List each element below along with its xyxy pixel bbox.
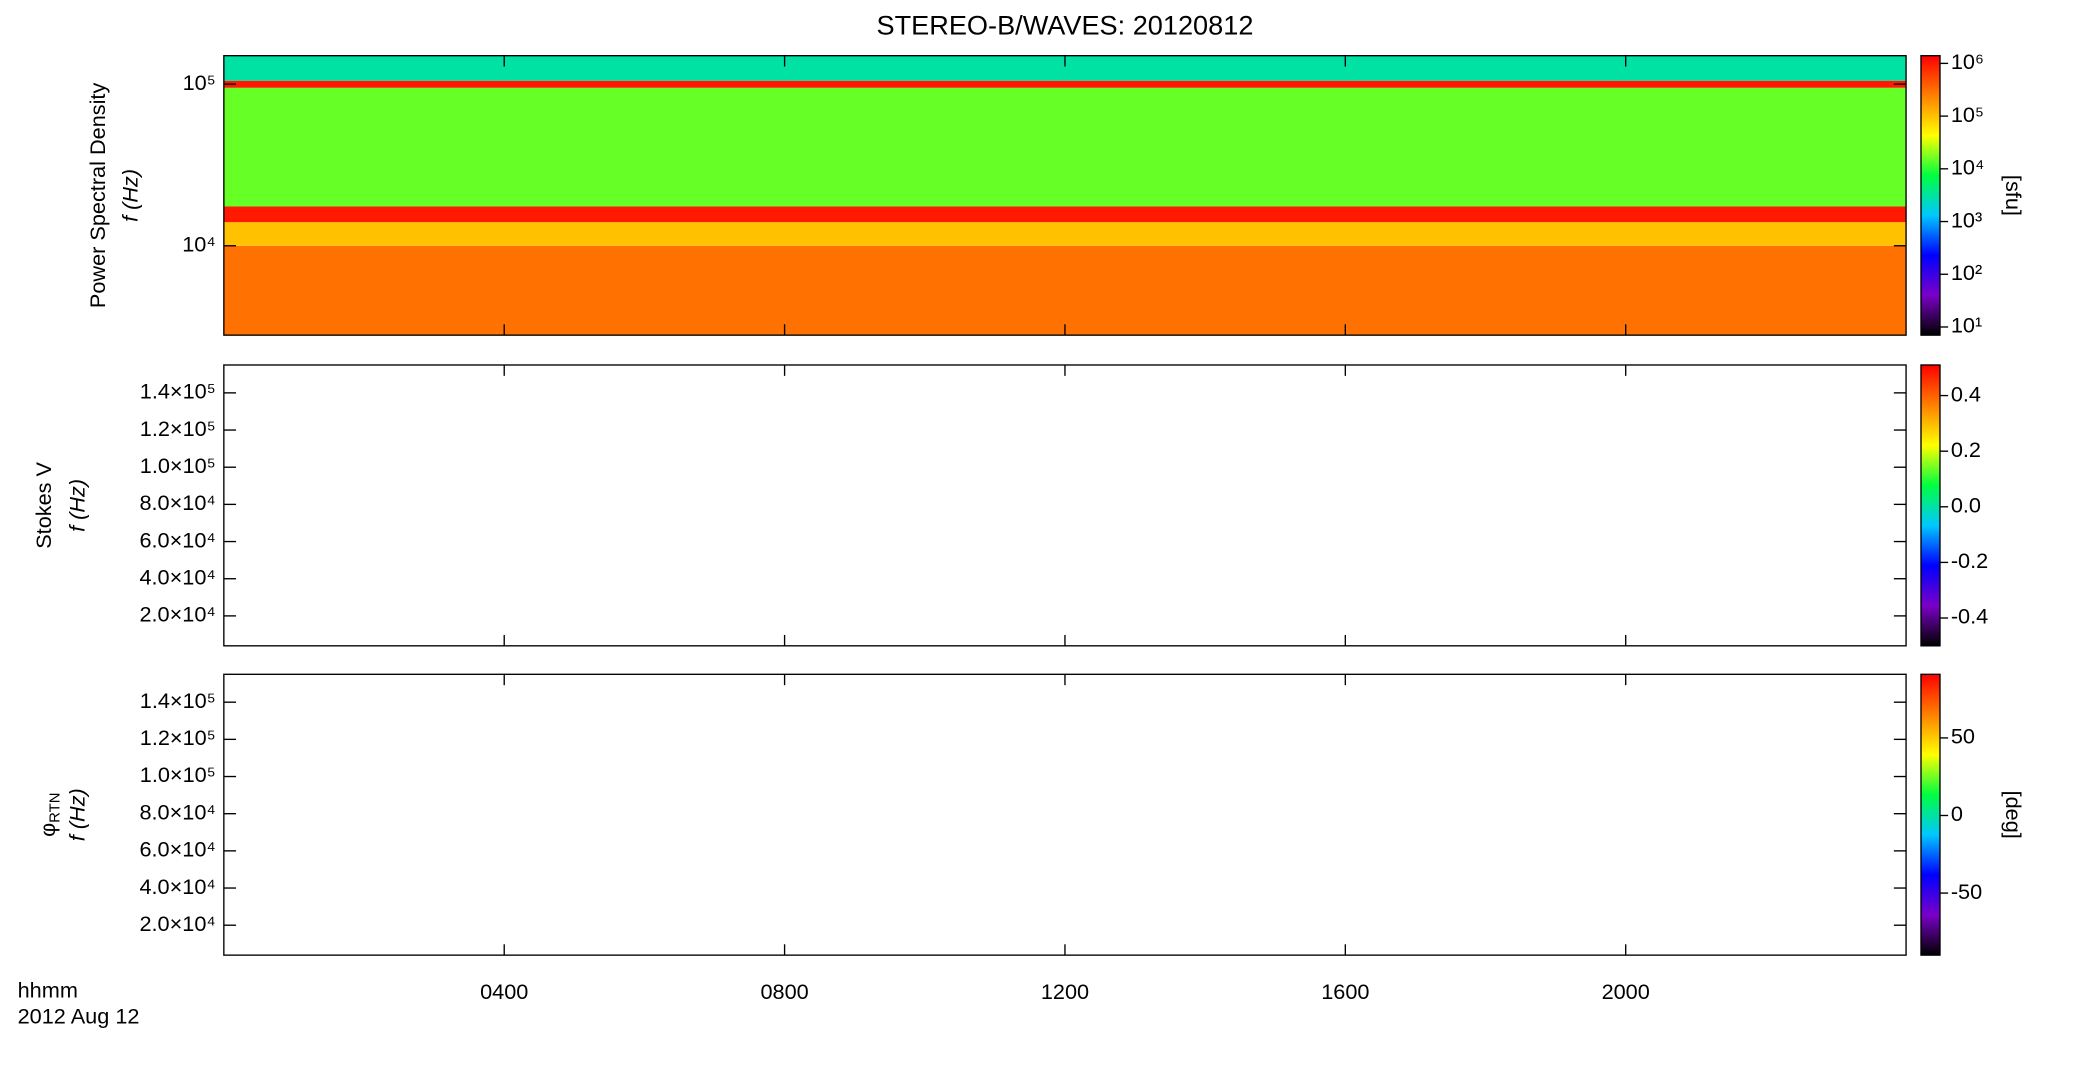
x-tick-label: 1200 [1041,979,1089,1004]
colorbar-tick-label: 10⁵ [1951,102,1984,127]
y-tick-label: 1.4×10⁵ [140,379,216,404]
colorbar-tick-label: -0.2 [1951,548,1988,573]
spectrogram-band [223,245,1907,336]
date-label: 2012 Aug 12 [18,1003,140,1028]
x-tick-label: 0400 [480,979,528,1004]
colorbar-tick-label: 10³ [1951,207,1982,232]
colorbar-tick-label: 0.2 [1951,437,1981,462]
colorbar-tick-label: 10¹ [1951,313,1982,338]
y-axis-unit: f (Hz) [117,169,142,222]
colorbar [1920,673,1941,956]
colorbar-tick-label: 0 [1951,801,1963,826]
y-tick-label: 2.0×10⁴ [139,911,215,936]
y-tick-label: 4.0×10⁴ [139,564,215,589]
x-tick-label: 0800 [760,979,808,1004]
y-axis-label-main: Power Spectral Density [85,83,110,309]
colorbar-label: [deg] [2001,791,2026,839]
y-tick-label: 10⁵ [183,70,216,95]
chart-title: STEREO-B/WAVES: 20120812 [877,9,1254,40]
colorbar [1920,55,1941,336]
colorbar-tick-label: 10⁶ [1951,49,1984,74]
spectrogram-band [223,87,1907,207]
colorbar-tick-label: 0.0 [1951,493,1981,518]
y-tick-label: 8.0×10⁴ [139,490,215,515]
colorbar-label: [sfu] [2001,175,2026,216]
colorbar [1920,364,1941,647]
y-tick-label: 6.0×10⁴ [139,837,215,862]
colorbar-tick-label: 0.4 [1951,381,1981,406]
y-axis-label: φRTN [35,792,64,836]
y-axis-label: Stokes V [31,461,56,548]
colorbar-tick-label: 10² [1951,260,1982,285]
y-axis-label-main: Stokes V [31,461,56,548]
colorbar-tick-label: -50 [1951,879,1982,904]
y-axis-label: Power Spectral Density [85,83,110,309]
colorbar-tick-label: 10⁴ [1951,155,1984,180]
y-tick-label: 1.0×10⁵ [140,762,216,787]
y-tick-label: 1.2×10⁵ [140,725,216,750]
x-tick-label: 1600 [1321,979,1369,1004]
y-tick-label: 1.0×10⁵ [140,453,216,478]
plot-frame [223,673,1907,956]
y-tick-label: 10⁴ [182,232,215,257]
y-tick-label: 6.0×10⁴ [139,527,215,552]
y-tick-label: 8.0×10⁴ [139,799,215,824]
y-tick-label: 1.2×10⁵ [140,416,216,441]
colorbar-tick-label: -0.4 [1951,604,1988,629]
y-tick-label: 4.0×10⁴ [139,874,215,899]
y-tick-label: 2.0×10⁴ [139,602,215,627]
x-axis-label: hhmm [18,977,78,1002]
y-axis-label-sub: RTN [47,792,64,822]
colorbar-tick-label: 50 [1951,724,1975,749]
spectrogram-band [223,222,1907,246]
y-tick-label: 1.4×10⁵ [140,688,216,713]
spectrogram-band [223,80,1907,88]
y-axis-unit: f (Hz) [64,788,89,841]
spectrogram-band [223,206,1907,223]
x-tick-label: 2000 [1602,979,1650,1004]
y-axis-unit: f (Hz) [64,479,89,532]
y-axis-label-main: φ [35,823,60,837]
plot-frame [223,364,1907,647]
